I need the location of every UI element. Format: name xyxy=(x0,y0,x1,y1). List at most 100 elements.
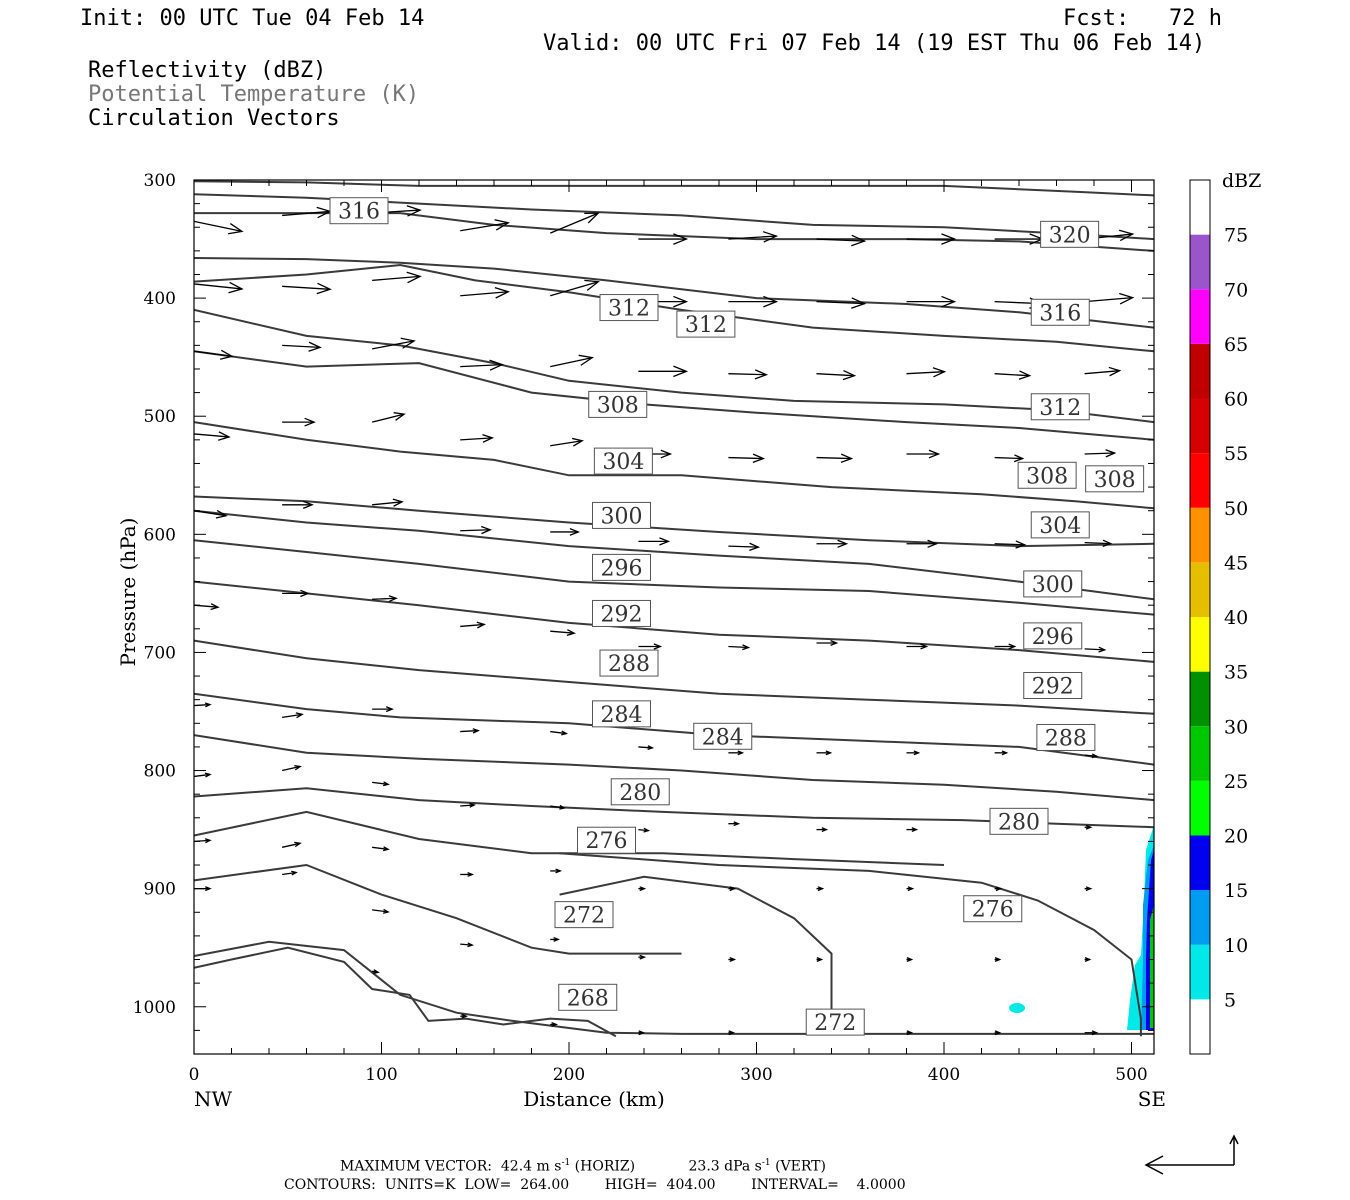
theta-contour-316 xyxy=(194,308,1154,424)
colorbar-level: 25 xyxy=(1224,771,1248,793)
circulation-vector xyxy=(638,1030,646,1036)
circulation-vector xyxy=(1084,753,1099,759)
y-tick-label: 700 xyxy=(144,643,176,663)
circulation-vector xyxy=(460,802,476,808)
svg-text:304: 304 xyxy=(602,450,644,475)
contour-label: 276 xyxy=(577,826,636,854)
reference-vector-icon xyxy=(1144,1134,1239,1175)
circulation-vector xyxy=(550,804,566,810)
colorbar-level: 5 xyxy=(1224,989,1236,1011)
svg-text:272: 272 xyxy=(814,1011,856,1036)
x-tick-label: 200 xyxy=(553,1065,585,1085)
colorbar-swatch xyxy=(1190,343,1210,399)
y-tick-label: 800 xyxy=(144,762,176,782)
circulation-vector xyxy=(1084,957,1092,962)
circulation-vector xyxy=(282,712,304,719)
circulation-vector xyxy=(1084,646,1107,653)
contour-label: 308 xyxy=(1085,465,1145,493)
circulation-vector xyxy=(194,349,234,360)
svg-text:304: 304 xyxy=(1039,514,1081,539)
circulation-vector xyxy=(816,640,839,646)
circulation-vector xyxy=(728,1030,736,1036)
colorbar-level: 45 xyxy=(1224,552,1248,574)
colorbar-level: 35 xyxy=(1224,662,1248,684)
theta-contour-312 xyxy=(194,350,1154,441)
theta-contour-288 xyxy=(194,639,1154,715)
circulation-vector xyxy=(728,750,745,756)
colorbar-level: 55 xyxy=(1224,443,1248,465)
circulation-vector xyxy=(1084,824,1093,830)
theta-contour-308 xyxy=(194,421,1154,510)
contour-label: 268 xyxy=(558,983,618,1011)
circulation-vector xyxy=(550,279,600,297)
contour-label: 300 xyxy=(1023,570,1083,598)
svg-text:276: 276 xyxy=(972,898,1014,923)
svg-text:268: 268 xyxy=(567,986,609,1011)
circulation-vector xyxy=(638,827,651,833)
circulation-vector xyxy=(194,702,212,708)
circulation-vector xyxy=(372,595,398,603)
svg-text:292: 292 xyxy=(601,602,643,627)
contour-label: 284 xyxy=(693,722,753,750)
colorbar-swatch xyxy=(1190,289,1210,344)
circulation-vector xyxy=(994,957,1002,962)
colorbar-frame xyxy=(1189,179,1211,1055)
x-axis-label: Distance (km) xyxy=(523,1087,665,1111)
contour-label: 312 xyxy=(1030,393,1090,421)
circulation-vector xyxy=(372,969,380,975)
reflectivity-echo xyxy=(1009,825,1154,1030)
colorbar-swatch xyxy=(1190,507,1210,563)
colorbar-level: 15 xyxy=(1224,880,1248,902)
contour-label: 276 xyxy=(963,895,1023,923)
circulation-vector xyxy=(282,500,314,509)
colorbar-swatch xyxy=(1190,234,1210,290)
circulation-vector xyxy=(994,750,1009,756)
forecast-hour: Fcst: 72 h xyxy=(1063,6,1222,31)
circulation-vector xyxy=(550,354,594,368)
x-end-label-left: NW xyxy=(194,1087,233,1111)
colorbar-level: 65 xyxy=(1224,334,1248,356)
theta-contour-300 xyxy=(194,509,1154,601)
contour-label: 280 xyxy=(610,778,670,806)
circulation-vector xyxy=(194,220,244,235)
contour-label: 272 xyxy=(805,1008,865,1036)
circulation-vector xyxy=(550,528,581,536)
circulation-vector xyxy=(372,498,404,507)
colorbar-level: 10 xyxy=(1224,935,1248,957)
circulation-vector xyxy=(906,750,921,756)
circulation-vector xyxy=(728,369,769,380)
svg-text:300: 300 xyxy=(601,504,643,529)
circulation-vector xyxy=(816,957,824,962)
circulation-vector xyxy=(906,449,941,459)
circulation-vector xyxy=(1084,1030,1099,1036)
circulation-vector xyxy=(460,621,486,629)
circulation-vector xyxy=(1084,366,1122,377)
colorbar-swatch xyxy=(1190,726,1210,781)
theta-contour-276 xyxy=(194,810,945,866)
valid-time: Valid: 00 UTC Fri 07 Feb 14 (19 EST Thu … xyxy=(543,31,1206,56)
contour-label: 316 xyxy=(1030,298,1090,326)
circulation-vector xyxy=(728,231,779,243)
svg-text:312: 312 xyxy=(685,313,727,338)
init-time: Init: 00 UTC Tue 04 Feb 14 xyxy=(80,6,425,31)
circulation-vector xyxy=(282,870,298,876)
svg-text:284: 284 xyxy=(702,725,744,750)
circulation-vector xyxy=(194,772,212,778)
circulation-vector xyxy=(1084,292,1135,305)
theta-contour-276 xyxy=(194,863,682,955)
contour-label: 308 xyxy=(1017,461,1077,489)
circulation-vector xyxy=(994,886,1003,892)
circulation-vector xyxy=(728,542,761,552)
circulation-vector xyxy=(460,942,474,948)
theta-contour-304 xyxy=(194,495,1154,548)
circulation-vector xyxy=(994,643,1017,650)
circulation-vector xyxy=(282,417,316,427)
y-axis-label: Pressure (hPa) xyxy=(116,518,140,667)
circulation-vector xyxy=(460,434,494,443)
x-tick-label: 0 xyxy=(189,1065,200,1085)
colorbar-swatch xyxy=(1190,944,1210,1000)
colorbar-swatch xyxy=(1190,453,1210,508)
max-vector-label: MAXIMUM VECTOR: xyxy=(340,1158,492,1175)
colorbar-swatch xyxy=(1190,999,1210,1054)
circulation-vector xyxy=(460,728,480,734)
